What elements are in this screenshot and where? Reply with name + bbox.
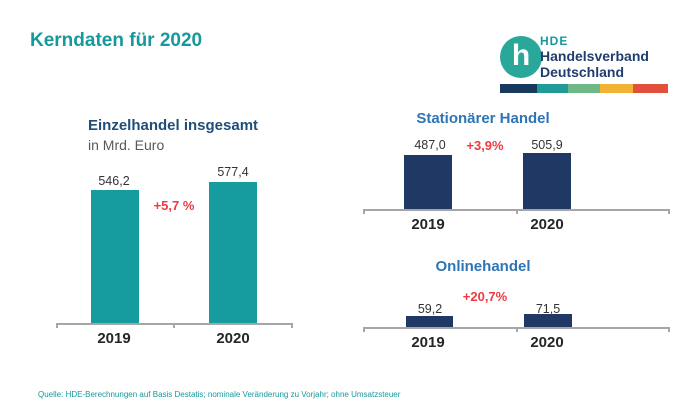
category-label-2019: 2019	[97, 330, 131, 347]
axis-tick	[363, 209, 365, 214]
bar-2019	[404, 155, 452, 209]
value-label-2020: 577,4	[217, 165, 249, 179]
chart-title: Einzelhandel insgesamt	[88, 117, 259, 134]
value-label-2019: 546,2	[98, 174, 130, 188]
logo-color-stripe	[500, 84, 668, 93]
category-label-2019: 2019	[411, 216, 445, 233]
logo-org-name: Handelsverband	[540, 48, 649, 64]
change-percent-label: +20,7%	[462, 289, 508, 304]
axis-tick	[363, 327, 365, 332]
axis-tick	[668, 209, 670, 214]
hde-logo-monogram: h	[511, 39, 531, 72]
chart-stationaerer-handel: Stationärer Handel 487,0 +3,9% 505,9 201…	[363, 108, 670, 243]
category-label-2019: 2019	[411, 334, 445, 351]
value-label-2019: 59,2	[417, 302, 443, 316]
chart-einzelhandel-insgesamt: Einzelhandel insgesamt in Mrd. Euro 546,…	[56, 115, 296, 365]
bar-2019	[406, 316, 453, 327]
stripe-green	[568, 84, 600, 93]
change-percent-label: +3,9%	[466, 138, 504, 153]
stripe-yellow	[600, 84, 633, 93]
chart-title: Onlinehandel	[435, 258, 531, 275]
stripe-navy	[500, 84, 537, 93]
hde-logo-icon: h	[500, 36, 542, 78]
chart-title: Stationärer Handel	[416, 110, 550, 127]
value-label-2019: 487,0	[414, 138, 446, 152]
stripe-teal	[537, 84, 568, 93]
source-note: Quelle: HDE-Berechnungen auf Basis Desta…	[38, 390, 401, 399]
page-title: Kerndaten für 2020	[30, 30, 203, 51]
axis-tick	[173, 323, 175, 328]
axis-tick	[516, 327, 518, 332]
axis-tick	[516, 209, 518, 214]
axis-tick	[668, 327, 670, 332]
value-label-2020: 71,5	[535, 302, 561, 316]
logo-org-country: Deutschland	[540, 64, 625, 80]
change-percent-label: +5,7 %	[153, 198, 195, 213]
category-label-2020: 2020	[530, 216, 564, 233]
axis-tick	[291, 323, 293, 328]
category-label-2020: 2020	[530, 334, 564, 351]
value-label-2020: 505,9	[531, 138, 563, 152]
stripe-red	[633, 84, 668, 93]
bar-2020	[209, 182, 257, 323]
chart-unit-label: in Mrd. Euro	[88, 137, 165, 153]
axis-tick	[56, 323, 58, 328]
bar-2020	[523, 153, 571, 209]
category-label-2020: 2020	[216, 330, 250, 347]
bar-2020	[524, 314, 572, 327]
chart-onlinehandel: Onlinehandel +20,7% 59,2 71,5 2019 2020	[363, 255, 670, 360]
logo-acronym: HDE	[540, 34, 569, 48]
bar-2019	[91, 190, 139, 323]
